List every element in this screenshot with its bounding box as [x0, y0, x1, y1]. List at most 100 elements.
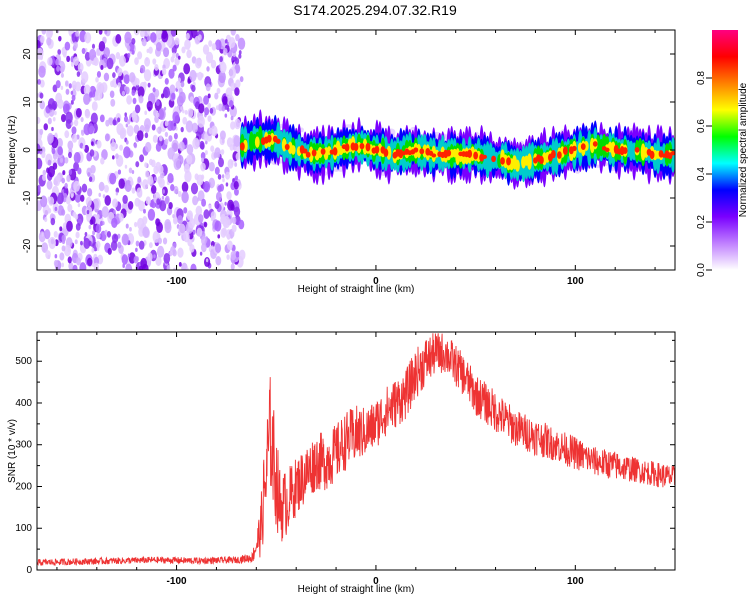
- signal-cell: [527, 153, 532, 170]
- noise-blob: [181, 181, 189, 193]
- noise-blob: [138, 265, 143, 270]
- noise-blob: [205, 140, 208, 145]
- noise-blob: [170, 92, 176, 100]
- noise-blob: [133, 124, 140, 134]
- noise-blob: [205, 258, 209, 263]
- noise-blob: [115, 34, 122, 44]
- noise-blob: [105, 119, 110, 127]
- noise-blob: [52, 84, 58, 93]
- noise-blob: [164, 78, 169, 85]
- noise-blob: [239, 76, 244, 83]
- noise-blob: [104, 195, 111, 206]
- noise-blob: [163, 106, 167, 111]
- noise-blob: [65, 80, 69, 87]
- noise-blob: [191, 84, 196, 93]
- noise-blob: [65, 103, 70, 111]
- noise-blob: [172, 64, 177, 72]
- signal-cell: [254, 136, 260, 148]
- noise-blob: [155, 142, 162, 152]
- noise-blob: [219, 183, 225, 192]
- noise-blob: [183, 207, 188, 214]
- noise-blob: [226, 191, 232, 200]
- noise-blob: [52, 162, 58, 170]
- noise-blob: [109, 172, 117, 185]
- snr-panel: -100 0 100 0 100 200 300 400 500 Height of stra…: [7, 331, 676, 595]
- noise-blob: [136, 217, 145, 230]
- noise-blob: [93, 57, 99, 67]
- signal-cell: [344, 143, 350, 152]
- noise-blob: [80, 116, 84, 123]
- noise-blob: [56, 65, 61, 72]
- noise-blob: [50, 217, 56, 226]
- noise-blob: [147, 175, 154, 185]
- noise-blob: [150, 32, 157, 43]
- noise-blob: [157, 237, 163, 245]
- noise-blob: [219, 130, 226, 141]
- noise-blob: [137, 176, 142, 183]
- noise-blob: [209, 107, 214, 114]
- noise-blob: [124, 112, 127, 117]
- noise-blob: [52, 116, 56, 122]
- noise-blob: [87, 257, 93, 267]
- noise-blob: [172, 111, 180, 123]
- colorbar-tick-label: 0.0: [696, 263, 707, 277]
- noise-blob: [73, 161, 80, 172]
- noise-blob: [79, 142, 84, 149]
- x-tick-label: 100: [567, 276, 584, 287]
- noise-blob: [177, 77, 181, 83]
- noise-blob: [167, 147, 175, 160]
- noise-blob: [88, 240, 92, 247]
- noise-blob: [220, 149, 225, 155]
- noise-blob: [110, 80, 115, 88]
- x-tick-label: -100: [167, 276, 187, 287]
- noise-blob: [42, 174, 47, 181]
- noise-blob: [96, 214, 100, 220]
- noise-blob: [112, 155, 115, 160]
- noise-blob: [222, 216, 231, 229]
- noise-blob: [208, 127, 213, 135]
- noise-blob: [167, 173, 174, 184]
- noise-blob: [208, 204, 212, 210]
- colorbar-tick-label: 0.8: [696, 71, 707, 85]
- noise-blob: [200, 116, 204, 122]
- noise-blob: [100, 65, 104, 70]
- noise-blob: [142, 226, 150, 238]
- signal-cell: [353, 142, 359, 152]
- noise-blob: [53, 175, 61, 187]
- noise-blob: [41, 242, 49, 253]
- signal-cell: [473, 151, 479, 160]
- x-tick-label: 100: [567, 576, 584, 587]
- signal-cell: [365, 142, 371, 152]
- noise-blob: [197, 34, 202, 41]
- noise-blob: [178, 141, 185, 152]
- noise-blob: [68, 262, 74, 270]
- noise-blob: [116, 123, 124, 136]
- noise-blob: [119, 144, 124, 151]
- noise-blob: [202, 44, 210, 55]
- signal-cell: [311, 149, 317, 157]
- noise-blob: [181, 46, 186, 54]
- noise-blob: [138, 240, 145, 250]
- noise-blob: [131, 37, 136, 45]
- noise-blob: [38, 231, 46, 243]
- noise-blob: [118, 55, 126, 67]
- noise-blob: [144, 110, 148, 115]
- noise-blob: [112, 72, 116, 79]
- noise-blob: [115, 153, 119, 160]
- noise-blob: [74, 239, 78, 245]
- noise-blob: [39, 100, 45, 110]
- noise-blob: [183, 63, 191, 75]
- noise-blob: [121, 254, 128, 265]
- noise-blob: [117, 169, 122, 175]
- noise-blob: [61, 209, 66, 216]
- signal-cell: [580, 143, 586, 151]
- noise-region: [37, 30, 246, 270]
- noise-blob: [48, 196, 55, 206]
- noise-blob: [117, 117, 121, 123]
- noise-blob: [115, 191, 119, 196]
- noise-blob: [62, 222, 68, 230]
- noise-blob: [93, 262, 100, 270]
- noise-blob: [134, 221, 138, 228]
- y-tick-label: -20: [22, 238, 33, 253]
- noise-blob: [146, 100, 153, 111]
